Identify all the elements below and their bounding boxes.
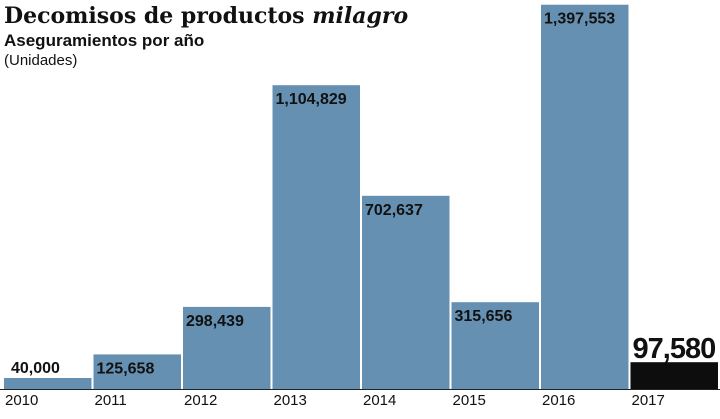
data-label-2012: 298,439 (186, 313, 244, 330)
bar-2011 (93, 354, 181, 389)
bar-2015 (451, 302, 539, 389)
x-tick-label-2014: 2014 (363, 392, 396, 409)
data-label-2010: 40,000 (11, 360, 60, 377)
data-label-2011: 125,658 (97, 360, 155, 377)
x-tick-label-2013: 2013 (274, 392, 307, 409)
x-tick-label-2012: 2012 (184, 392, 217, 409)
x-tick-label-2010: 2010 (5, 392, 38, 409)
chart-title-main: Decomisos de productos (4, 3, 305, 29)
data-label-2016: 1,397,553 (544, 11, 615, 28)
bar-2012 (183, 306, 271, 389)
chart-title: Decomisos de productos milagro (4, 2, 408, 30)
x-tick-label-2016: 2016 (542, 392, 575, 409)
bar-2014 (362, 195, 450, 389)
bar-2017 (630, 362, 718, 389)
data-label-2013: 1,104,829 (276, 91, 347, 108)
data-label-2014: 702,637 (365, 202, 423, 219)
bar-2010 (4, 378, 92, 389)
bar-2016 (541, 4, 629, 389)
data-label-2015: 315,656 (455, 308, 513, 325)
x-tick-label-2017: 2017 (632, 392, 665, 409)
data-label-2017: 97,580 (633, 333, 716, 365)
x-tick-label-2011: 2011 (95, 392, 127, 409)
chart-subtitle: Aseguramientos por año (4, 31, 205, 50)
chart-title-emphasis: milagro (312, 3, 409, 29)
chart-unit-note: (Unidades) (4, 52, 78, 69)
bar-2013 (272, 85, 360, 389)
x-tick-label-2015: 2015 (453, 392, 486, 409)
